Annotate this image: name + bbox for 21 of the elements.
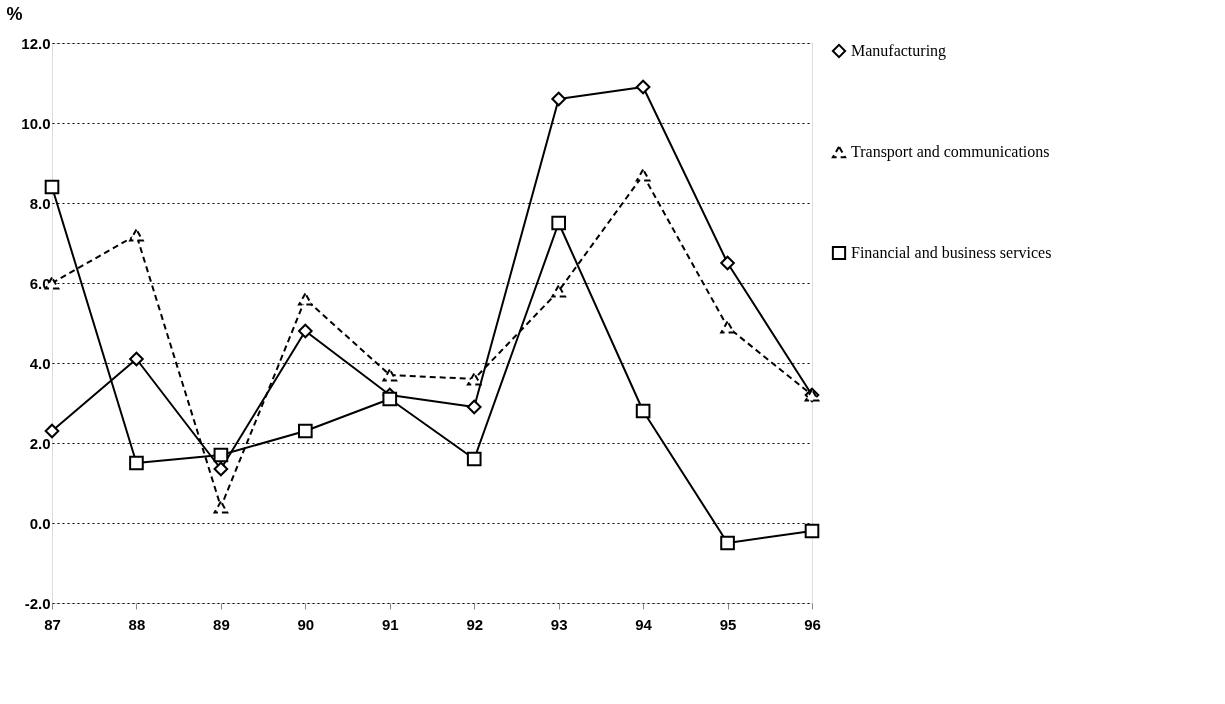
x-tick-label: 87 — [44, 615, 61, 633]
y-tick-label: 8.0 — [29, 194, 51, 212]
x-tick-label: 92 — [466, 615, 484, 633]
x-tick-label: 93 — [550, 615, 568, 633]
y-tick-label: 10.0 — [21, 114, 51, 132]
x-tick-label: 96 — [804, 615, 821, 633]
x-tick-label: 88 — [128, 615, 146, 633]
x-tick-label: 89 — [213, 615, 230, 633]
y-tick-label: 0.0 — [29, 514, 51, 532]
x-tick-label: 90 — [297, 615, 315, 633]
legend-label: Manufacturing — [851, 42, 947, 60]
y-tick-label: 2.0 — [29, 434, 51, 452]
legend-label: Financial and business services — [851, 244, 1052, 261]
y-tick-label: 4.0 — [29, 354, 51, 372]
x-tick-label: 94 — [635, 615, 653, 633]
x-tick-label: 95 — [719, 615, 737, 633]
y-axis-title: % — [6, 3, 23, 24]
y-tick-label: -2.0 — [24, 594, 51, 612]
y-tick-label: 12.0 — [21, 34, 51, 52]
legend-label: Transport and communications — [851, 143, 1050, 161]
x-tick-label: 91 — [381, 615, 399, 633]
